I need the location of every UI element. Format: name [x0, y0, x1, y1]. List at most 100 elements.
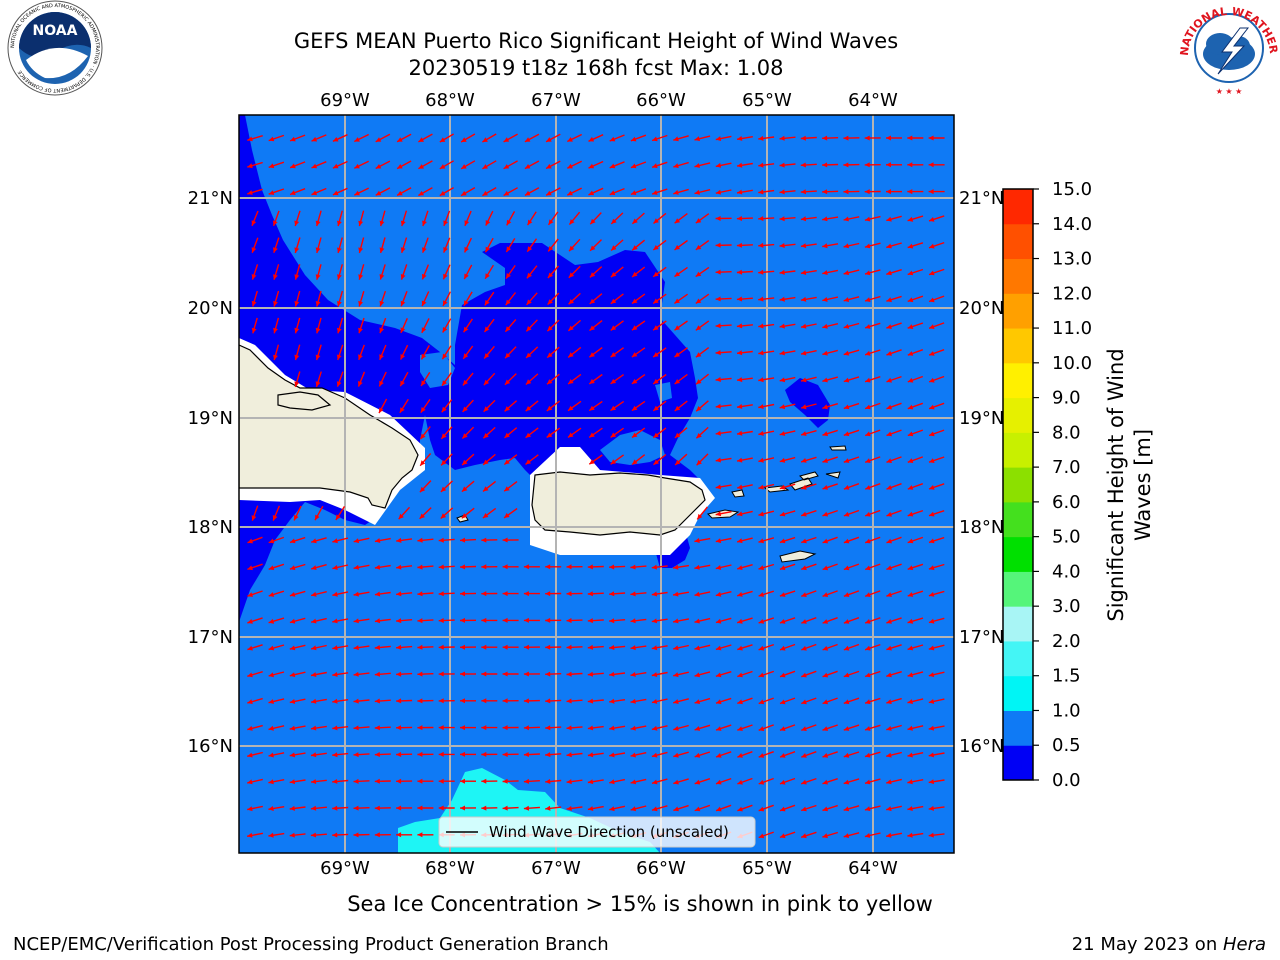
wave-arrow-head-icon: [546, 190, 552, 196]
wave-arrow-head-icon: [502, 778, 508, 784]
wave-arrow-head-icon: [907, 189, 913, 195]
wave-arrow-head-icon: [247, 190, 253, 195]
wave-arrow-head-icon: [737, 592, 743, 597]
wave-arrow-head-icon: [251, 247, 257, 253]
wave-arrow-head-icon: [379, 354, 384, 360]
colorbar-tick-label: 7.0: [1052, 457, 1081, 478]
lat-label-right: 21°N: [959, 188, 1004, 209]
wave-arrow-head-icon: [525, 459, 531, 465]
wave-arrow-head-icon: [929, 324, 935, 329]
wave-arrow-head-icon: [358, 354, 363, 360]
wave-arrow-head-icon: [929, 431, 935, 437]
wave-arrow-head-icon: [417, 725, 423, 731]
wave-arrow-head-icon: [546, 432, 553, 438]
wave-arrow-head-icon: [758, 726, 765, 731]
wave-arrow-head-icon: [379, 300, 385, 307]
wave-arrow-head-icon: [865, 565, 871, 571]
wave-arrow-head-icon: [461, 513, 468, 519]
wave-arrow-head-icon: [379, 220, 385, 227]
wave-arrow-head-icon: [420, 407, 426, 413]
lat-label-left: 21°N: [188, 188, 233, 209]
wave-arrow-head-icon: [419, 513, 425, 519]
colorbar-label-line1: Significant Height of Wind: [1104, 348, 1128, 621]
colorbar-segment: [1003, 189, 1033, 225]
wave-arrow-head-icon: [929, 404, 935, 410]
wave-arrow-head-icon: [653, 378, 659, 384]
host-name: Hera: [1223, 934, 1266, 955]
wave-arrow-head-icon: [864, 833, 871, 838]
wave-arrow-head-icon: [843, 619, 850, 624]
wave-arrow-head-icon: [758, 457, 764, 463]
wave-arrow-head-icon: [609, 671, 615, 677]
lat-label-right: 20°N: [959, 298, 1004, 319]
wave-arrow-head-icon: [822, 350, 828, 356]
wave-arrow-head-icon: [928, 699, 935, 704]
wave-arrow-head-icon: [779, 619, 786, 624]
wave-arrow-head-icon: [780, 779, 786, 785]
wave-arrow-head-icon: [779, 565, 786, 571]
wave-arrow-head-icon: [336, 327, 342, 334]
wave-arrow-head-icon: [335, 514, 341, 520]
wave-arrow-head-icon: [379, 274, 385, 280]
wave-arrow-head-icon: [268, 779, 274, 785]
lat-label-right: 17°N: [959, 627, 1004, 648]
wave-arrow-head-icon: [779, 538, 786, 544]
wave-arrow-head-icon: [865, 672, 871, 678]
wave-arrow-head-icon: [907, 806, 913, 811]
wave-arrow-head-icon: [332, 779, 338, 784]
wave-arrow-head-icon: [843, 592, 850, 597]
wave-arrow-head-icon: [694, 163, 700, 168]
wave-arrow-head-icon: [460, 617, 465, 623]
wave-arrow-head-icon: [461, 164, 467, 169]
mid-wave-pocket-2: [655, 382, 672, 402]
wave-arrow-head-icon: [907, 592, 914, 597]
wave-arrow-head-icon: [546, 137, 552, 142]
wave-arrow-head-icon: [247, 592, 253, 597]
wave-arrow-head-icon: [354, 163, 360, 169]
wave-arrow-head-icon: [566, 618, 572, 623]
wave-arrow-head-icon: [865, 538, 871, 544]
wave-arrow-head-icon: [589, 272, 596, 278]
wave-arrow-head-icon: [481, 564, 487, 570]
wave-arrow-head-icon: [247, 832, 253, 838]
wave-arrow-head-icon: [589, 459, 595, 465]
wave-arrow-head-icon: [780, 645, 786, 651]
wave-arrow-head-icon: [652, 779, 658, 785]
wave-arrow-head-icon: [504, 459, 510, 465]
wave-arrow-head-icon: [337, 301, 342, 307]
wave-arrow-head-icon: [928, 672, 935, 678]
wave-arrow-head-icon: [886, 511, 892, 517]
wave-arrow-head-icon: [417, 671, 423, 677]
colorbar-tick-label: 8.0: [1052, 422, 1081, 443]
wave-arrow-head-icon: [697, 513, 703, 520]
wave-arrow-head-icon: [460, 537, 466, 543]
wave-arrow-head-icon: [716, 753, 722, 758]
wave-arrow-head-icon: [758, 323, 764, 329]
wave-arrow-head-icon: [630, 806, 637, 812]
wave-arrow-head-icon: [374, 564, 381, 570]
wave-arrow-head-icon: [715, 457, 721, 463]
wave-arrow-head-icon: [716, 779, 722, 785]
wave-arrow-head-icon: [737, 350, 743, 356]
wave-arrow-head-icon: [504, 432, 510, 438]
wave-arrow-head-icon: [482, 164, 488, 169]
wave-arrow-head-icon: [631, 378, 638, 384]
wave-arrow-head-icon: [438, 671, 444, 677]
wave-arrow-head-icon: [716, 806, 722, 812]
wave-arrow-head-icon: [569, 219, 575, 225]
wave-arrow-head-icon: [545, 671, 551, 677]
lat-label-left: 17°N: [188, 627, 233, 648]
wave-arrow-head-icon: [353, 698, 359, 704]
wave-arrow-head-icon: [247, 672, 253, 678]
wave-arrow-head-icon: [674, 379, 681, 384]
wave-arrow-head-icon: [653, 432, 659, 438]
map-plot: [239, 115, 954, 853]
wave-arrow-head-icon: [354, 137, 360, 142]
wave-arrow-head-icon: [547, 272, 554, 278]
wave-arrow-head-icon: [460, 671, 465, 677]
wave-arrow-head-icon: [736, 323, 743, 329]
wave-arrow-head-icon: [886, 243, 892, 249]
wave-arrow-head-icon: [694, 752, 701, 758]
wave-arrow-head-icon: [779, 243, 785, 248]
wave-arrow-head-icon: [886, 270, 892, 276]
